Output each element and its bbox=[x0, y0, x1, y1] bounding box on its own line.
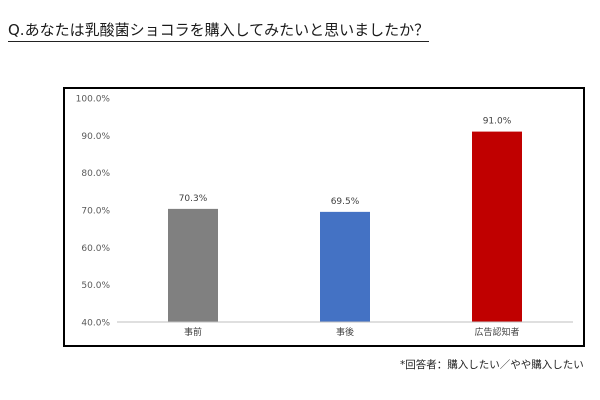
y-tick-label: 90.0% bbox=[81, 132, 110, 142]
y-axis: 40.0% 50.0% 60.0% 70.0% 80.0% 90.0% 100.0% bbox=[76, 95, 111, 329]
y-tick-label: 80.0% bbox=[81, 169, 110, 179]
bar-value-label: 91.0% bbox=[483, 117, 512, 127]
chart-frame: 40.0% 50.0% 60.0% 70.0% 80.0% 90.0% 100.0% 70.… bbox=[63, 87, 585, 347]
x-category-label: 広告認知者 bbox=[474, 326, 519, 338]
bar-value-label: 70.3% bbox=[179, 194, 208, 204]
respondent-footnote: *回答者：購入したい／やや購入したい bbox=[400, 359, 584, 371]
bar-3 bbox=[472, 131, 522, 322]
bars bbox=[168, 131, 522, 322]
value-labels: 70.3% 69.5% 91.0% bbox=[179, 117, 512, 207]
y-tick-label: 50.0% bbox=[81, 281, 110, 291]
y-tick-label: 40.0% bbox=[81, 319, 110, 329]
x-axis: 事前 事後 広告認知者 bbox=[117, 321, 573, 338]
bar-value-label: 69.5% bbox=[331, 197, 360, 207]
question-title: Q.あなたは乳酸菌ショコラを購入してみたいと思いましたか？ bbox=[8, 20, 430, 42]
bar-chart: 40.0% 50.0% 60.0% 70.0% 80.0% 90.0% 100.0% 70.… bbox=[76, 95, 573, 338]
x-category-label: 事後 bbox=[336, 326, 354, 338]
bar-1 bbox=[168, 208, 218, 322]
x-category-label: 事前 bbox=[184, 326, 202, 338]
y-tick-label: 70.0% bbox=[81, 207, 110, 217]
y-tick-label: 60.0% bbox=[81, 244, 110, 254]
y-tick-label: 100.0% bbox=[76, 95, 111, 105]
bar-2 bbox=[320, 211, 370, 322]
